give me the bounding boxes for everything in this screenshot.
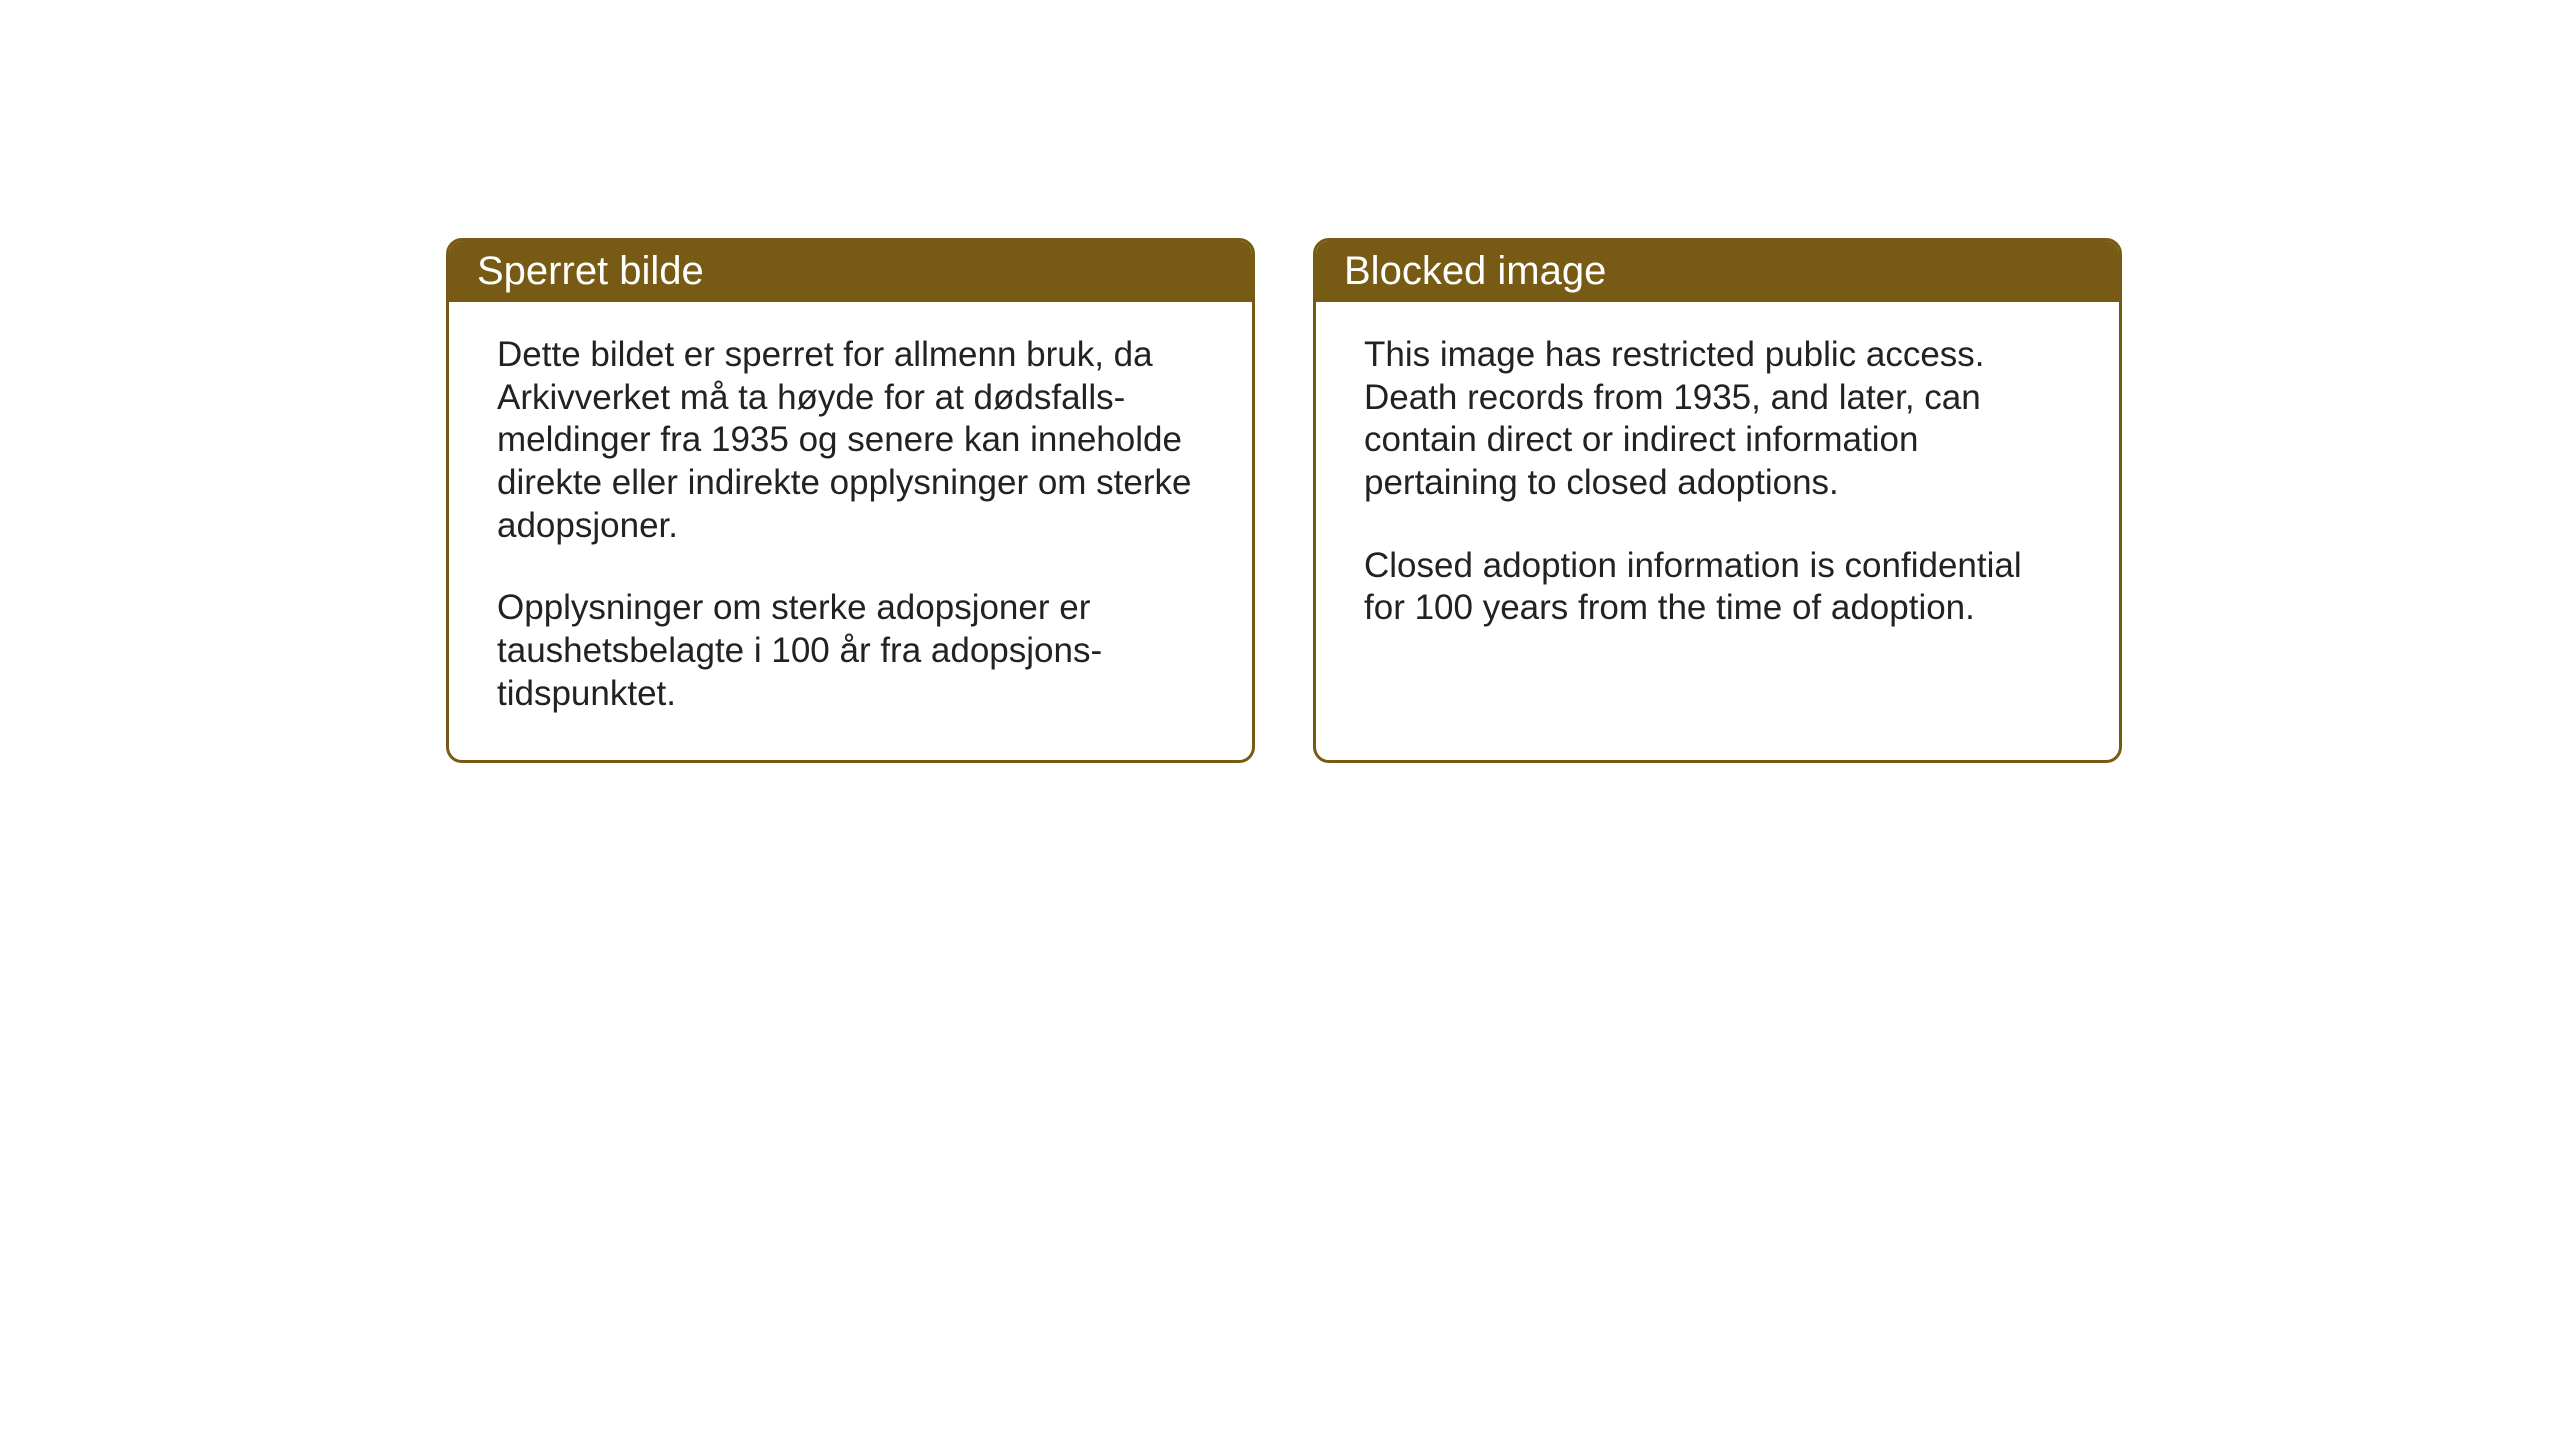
paragraph-text: Closed adoption information is confident… (1364, 545, 2071, 630)
notice-container: Sperret bilde Dette bildet er sperret fo… (446, 238, 2122, 763)
paragraph-text: Dette bildet er sperret for allmenn bruk… (497, 334, 1204, 547)
card-header-norwegian: Sperret bilde (449, 241, 1252, 302)
paragraph-text: This image has restricted public access.… (1364, 334, 2071, 505)
card-header-english: Blocked image (1316, 241, 2119, 302)
notice-card-norwegian: Sperret bilde Dette bildet er sperret fo… (446, 238, 1255, 763)
card-title: Sperret bilde (477, 249, 704, 293)
card-body-english: This image has restricted public access.… (1316, 302, 2119, 674)
paragraph-text: Opplysninger om sterke adopsjoner er tau… (497, 587, 1204, 715)
card-body-norwegian: Dette bildet er sperret for allmenn bruk… (449, 302, 1252, 760)
card-title: Blocked image (1344, 249, 1606, 293)
notice-card-english: Blocked image This image has restricted … (1313, 238, 2122, 763)
